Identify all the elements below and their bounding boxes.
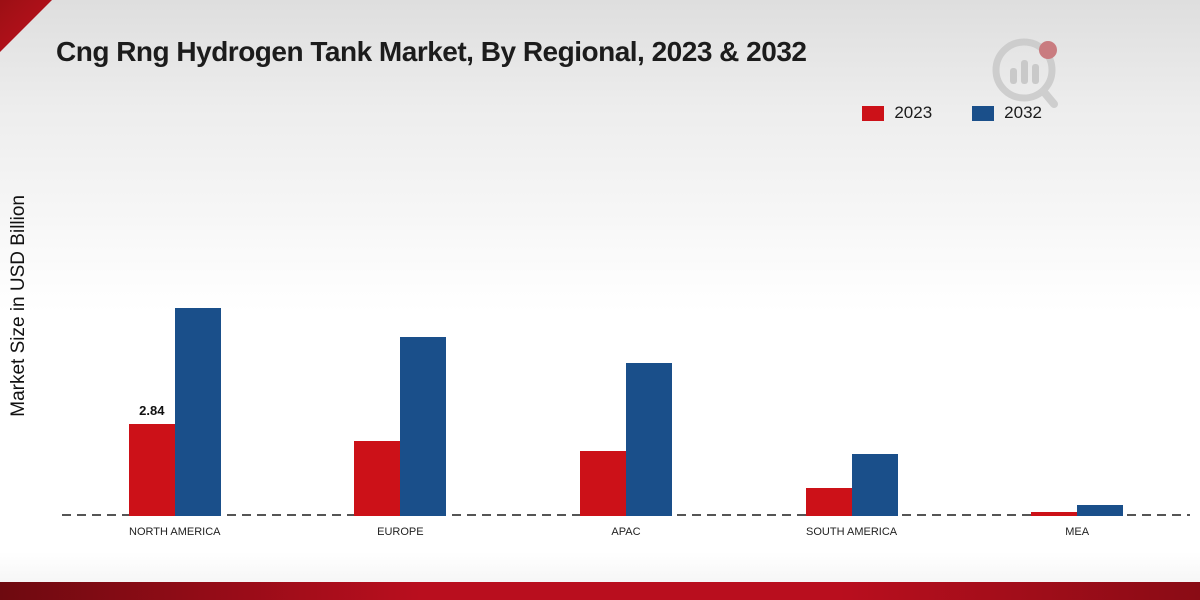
watermark-logo-icon xyxy=(992,38,1058,108)
bar-2032-mea xyxy=(1077,504,1124,516)
legend: 2023 2032 xyxy=(862,103,1042,123)
legend-swatch-2032 xyxy=(972,105,995,121)
plot-area: 2.84 NORTH AMERICA EUROPE APAC SOUTH AMERICA… xyxy=(62,256,1190,538)
bar-2023-south-america xyxy=(805,488,852,516)
legend-swatch-2023 xyxy=(862,105,885,121)
bar-2023-north-america: 2.84 xyxy=(128,403,175,516)
bar-value-label: 2.84 xyxy=(139,402,165,418)
bar-2032-south-america xyxy=(851,454,898,516)
bar-2032-europe xyxy=(400,337,447,516)
x-tick-label-north-america: NORTH AMERICA xyxy=(129,526,221,538)
bar-2023-europe xyxy=(354,441,401,516)
bar-2023-apac xyxy=(579,451,626,516)
legend-label: 2023 xyxy=(894,103,933,122)
corner-accent xyxy=(0,0,52,52)
x-tick-label-mea: MEA xyxy=(1065,526,1090,538)
bar-group-south-america: SOUTH AMERICA xyxy=(739,256,965,538)
y-axis-label: Market Size in USD Billion xyxy=(8,195,29,417)
legend-item-2032: 2032 xyxy=(972,103,1042,123)
chart-title: Cng Rng Hydrogen Tank Market, By Regiona… xyxy=(56,36,807,67)
x-tick-label-europe: EUROPE xyxy=(377,526,424,538)
bar-2032-apac xyxy=(625,363,672,516)
bar-2023-mea xyxy=(1031,512,1078,516)
legend-item-2023: 2023 xyxy=(862,103,932,123)
legend-label: 2032 xyxy=(1004,103,1042,122)
bottom-accent-band xyxy=(0,582,1200,600)
bar-group-north-america: 2.84 NORTH AMERICA xyxy=(62,256,288,538)
bar-2032-north-america xyxy=(174,308,221,516)
x-tick-label-south-america: SOUTH AMERICA xyxy=(806,526,898,538)
x-tick-label-apac: APAC xyxy=(611,526,641,538)
bar-group-europe: EUROPE xyxy=(288,256,514,538)
bar-group-apac: APAC xyxy=(513,256,739,538)
bar-group-mea: MEA xyxy=(964,256,1190,538)
